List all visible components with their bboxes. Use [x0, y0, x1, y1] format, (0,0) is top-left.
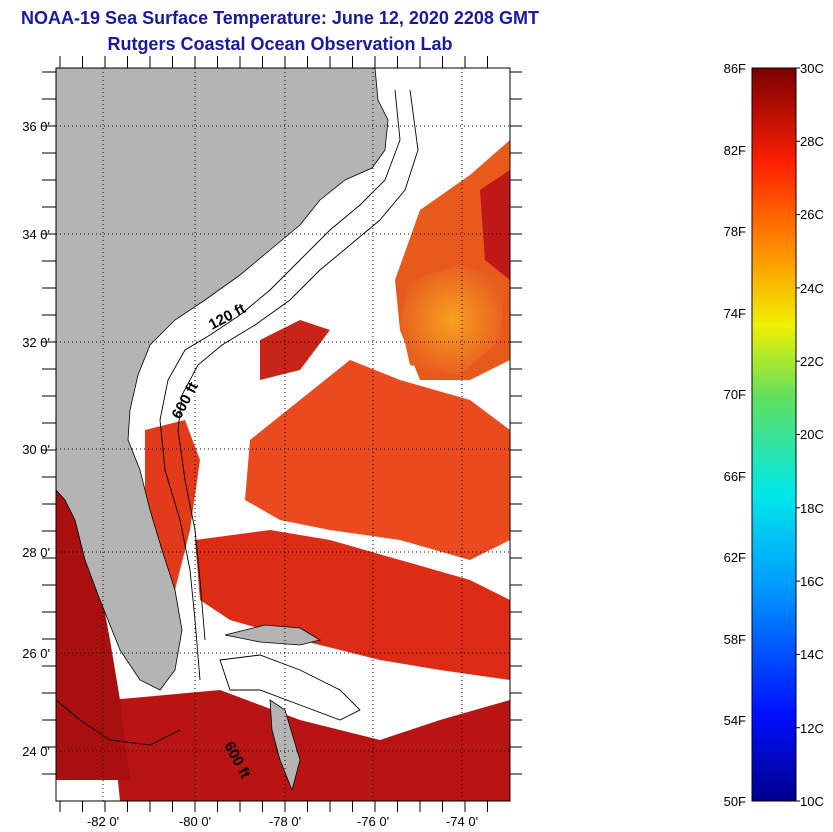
lat-label-36: 36 0'	[22, 119, 50, 134]
lat-label-30: 30 0'	[22, 442, 50, 457]
cb-f-54: 54F	[724, 713, 746, 728]
cb-f-66: 66F	[724, 469, 746, 484]
cb-c-14: 14C	[800, 647, 824, 662]
cb-c-30: 30C	[800, 61, 824, 76]
contour-600ft	[177, 89, 419, 641]
lon-label-80: -80 0'	[179, 814, 211, 829]
cb-f-86: 86F	[724, 61, 746, 76]
cb-f-82: 82F	[724, 143, 746, 158]
sst-patch-hot-east	[480, 170, 510, 280]
lat-label-28: 28 0'	[22, 545, 50, 560]
cb-c-28: 28C	[800, 134, 824, 149]
cb-c-22: 22C	[800, 354, 824, 369]
cb-f-74: 74F	[724, 306, 746, 321]
sst-patch-westgulf	[56, 490, 130, 780]
cb-c-16: 16C	[800, 574, 824, 589]
cb-c-12: 12C	[800, 721, 824, 736]
tick-marks	[42, 56, 522, 812]
cb-c-26: 26C	[800, 207, 824, 222]
contour-120ft	[159, 89, 401, 681]
lat-label-34: 34 0'	[22, 227, 50, 242]
land-grand-bahama	[224, 624, 322, 646]
sst-patch-bahamas	[110, 690, 510, 801]
contour-bahamas-bank	[219, 654, 361, 721]
contour-cuba-shelf	[56, 699, 181, 746]
map-subtitle: Rutgers Coastal Ocean Observation Lab	[107, 34, 453, 54]
cb-f-78: 78F	[724, 224, 746, 239]
lon-label-82: -82 0'	[87, 814, 119, 829]
colorbar	[751, 67, 797, 802]
lon-label-74: -74 0'	[446, 814, 478, 829]
sst-patch-north-ray	[260, 320, 330, 380]
sst-patch-orange-center	[400, 265, 505, 375]
cb-c-24: 24C	[800, 281, 824, 296]
lat-label-32: 32 0'	[22, 335, 50, 350]
cb-f-58: 58F	[724, 632, 746, 647]
cb-f-50: 50F	[724, 794, 746, 809]
colorbar-ticks	[796, 67, 800, 802]
map-border	[55, 67, 511, 802]
sst-patch-mid	[245, 360, 510, 560]
cb-c-10: 10C	[800, 794, 824, 809]
lat-label-26: 26 0'	[22, 646, 50, 661]
cb-f-62: 62F	[724, 550, 746, 565]
lat-label-24: 24 0'	[22, 744, 50, 759]
cb-c-18: 18C	[800, 501, 824, 516]
sst-patch-south-gulfstream	[195, 530, 510, 680]
lon-label-76: -76 0'	[357, 814, 389, 829]
cb-f-70: 70F	[724, 387, 746, 402]
sst-layer	[56, 68, 510, 801]
cb-c-20: 20C	[800, 427, 824, 442]
map-title: NOAA-19 Sea Surface Temperature: June 12…	[21, 8, 539, 28]
lon-label-78: -78 0'	[269, 814, 301, 829]
